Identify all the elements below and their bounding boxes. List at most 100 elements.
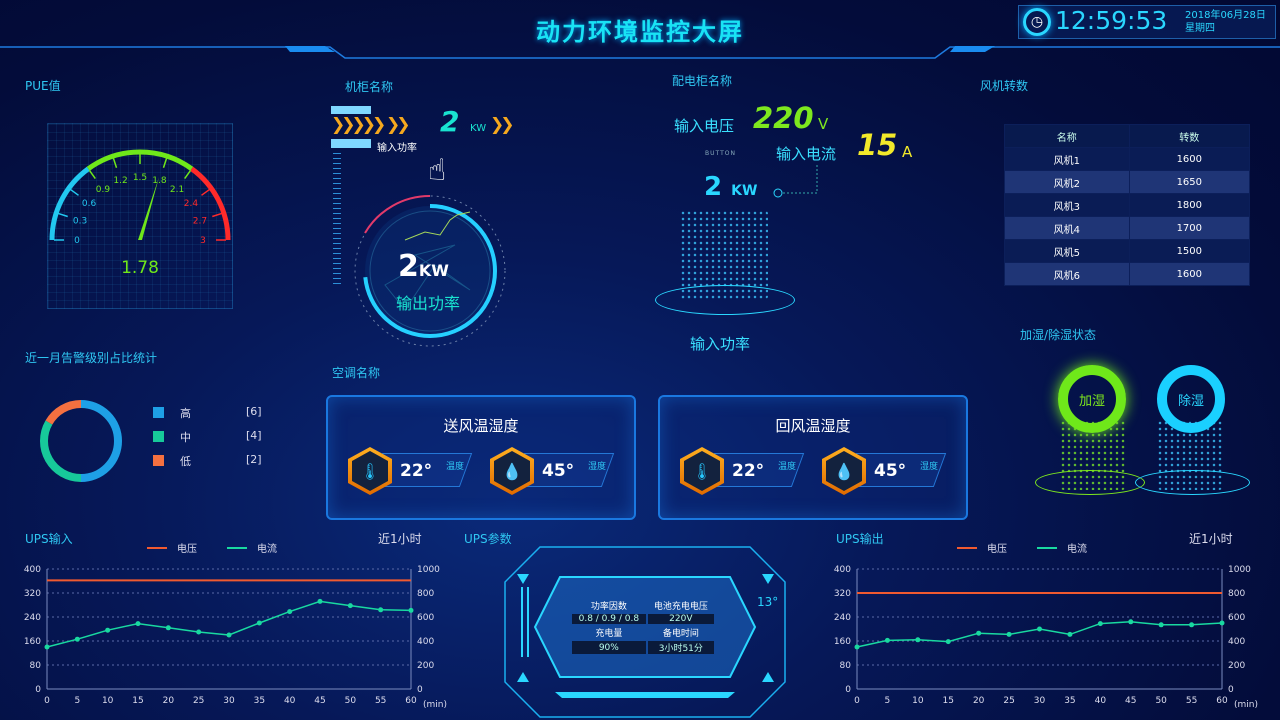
gear-base [1035,470,1145,495]
voltage-value: 220 [753,101,814,135]
data-point [256,620,262,626]
ac-panel: 回风温湿度 🌡 22° 温度 💧 45° 湿度 [658,395,968,520]
table-cell: 1800 [1128,193,1251,217]
cabinet-input-label: 输入功率 [377,143,417,154]
temperature-value: 22° [732,461,765,481]
x-tick-label: 0 [854,696,860,706]
current-value: 15 [857,128,898,162]
y-left-tick-label: 160 [834,637,851,647]
gauge-tick-label: 1.2 [113,176,127,186]
y-left-tick-label: 320 [834,589,851,599]
data-point [1128,619,1134,625]
y-left-tick-label: 80 [30,661,42,671]
legend-swatch [153,407,164,418]
ups-output-title: UPS输出 [836,532,884,546]
data-point [976,630,982,636]
x-tick-label: 5 [885,696,891,706]
donut-slice [45,400,82,425]
y-right-tick-label: 200 [417,661,434,671]
ups-input-period: 近1小时 [378,532,422,546]
data-point [105,627,111,633]
temperature-value: 22° [400,461,433,481]
clock-time: 12:59:53 [1055,6,1168,35]
battery-voltage-label: 电池充电电压 [653,602,708,612]
table-cell: 风机3 [1004,193,1130,217]
x-tick-label: 40 [1095,696,1107,706]
humidity-label: 湿度 [920,462,939,472]
data-point [854,644,860,650]
gauge-tick-label: 2.1 [170,185,184,195]
x-tick-label: 0 [44,696,50,706]
humidity-value: 45° [874,461,907,481]
legend-count: [6] [246,405,262,418]
table-cell: 1600 [1128,262,1251,286]
table-cell: 风机6 [1004,262,1130,286]
humidity-value: 45° [542,461,575,481]
gear-base [655,285,795,315]
legend-label: 高 [180,407,191,420]
table-cell: 1500 [1128,239,1251,263]
data-point [44,644,50,650]
data-point [945,639,951,645]
gauge-tick [88,169,96,179]
table-cell: 风机2 [1004,170,1130,194]
gauge-tick [201,188,211,196]
battery-voltage-value: 220V [647,614,714,624]
dehumidify-label: 除湿 [1177,393,1204,409]
y-right-tick-label: 1000 [417,565,440,575]
table-row: 风机1 1600 [1004,147,1251,171]
legend-label: 电压 [987,542,1007,555]
legend-item: 中 [4] [153,429,263,453]
legend-label: 电流 [1067,542,1087,555]
x-unit-label: (min) [1234,700,1258,710]
weekday-text: 星期四 [1185,23,1215,34]
legend-label: 电流 [257,542,277,555]
alarm-donut-chart [40,400,122,482]
column-header: 名称 [1004,124,1130,148]
gauge-tick [212,212,223,218]
gauge-tick-label: 3 [200,236,206,246]
data-point [226,632,232,638]
output-unit: KW [418,261,449,280]
y-right-tick-label: 600 [417,613,434,623]
water-drop-icon: 💧 [494,451,530,491]
gauge-tick [184,169,192,179]
power-factor-label: 功率因数 [590,602,627,612]
gauge-tick [57,212,68,218]
temperature-label: 温度 [446,462,465,472]
y-right-tick-label: 0 [1228,685,1234,695]
ups-input-title: UPS输入 [25,532,73,546]
column-header: 转数 [1128,124,1251,148]
x-tick-label: 40 [284,696,296,706]
ac-panel-title: 回风温湿度 [775,417,851,435]
y-right-tick-label: 800 [1228,589,1245,599]
pue-title: PUE值 [25,79,61,93]
table-row: 风机4 1700 [1004,216,1251,240]
bar-decoration [331,139,371,148]
table-cell: 1600 [1128,147,1251,171]
thermometer-icon: 🌡 [684,451,720,491]
output-power-ring [354,194,506,347]
table-row: 风机5 1500 [1004,239,1251,263]
hand-pointer-icon[interactable]: ☝ [428,153,447,188]
x-tick-label: 45 [1125,696,1136,706]
ac-title: 空调名称 [332,366,381,380]
x-tick-label: 15 [132,696,143,706]
bar-decoration [331,106,371,114]
data-point [317,598,323,604]
data-point [915,637,921,643]
gauge-tick-label: 2.7 [193,217,207,227]
gauge-tick-label: 0 [74,236,80,246]
x-tick-label: 20 [163,696,175,706]
cabinet-input-value: 2 [440,105,460,138]
output-number: 2 [398,249,419,284]
x-tick-label: 60 [1216,696,1228,706]
y-left-tick-label: 160 [24,637,41,647]
gear-base [1135,470,1250,495]
alarm-title: 近一月告警级别占比统计 [25,351,158,365]
ups-input-chart: 0 80 160 240 320 400 0 200 400 600 800 1000 0 5 10 15 20… [24,542,447,710]
gauge-tick [69,188,79,196]
legend-swatch [153,431,164,442]
chevron-arrows-icon: ❯❯❯❯❯ ❯❯ [331,115,411,135]
ups-params-table: 功率因数 电池充电电压 0.8 / 0.9 / 0.8 220V 充电量 备电时间 9… [570,597,716,656]
